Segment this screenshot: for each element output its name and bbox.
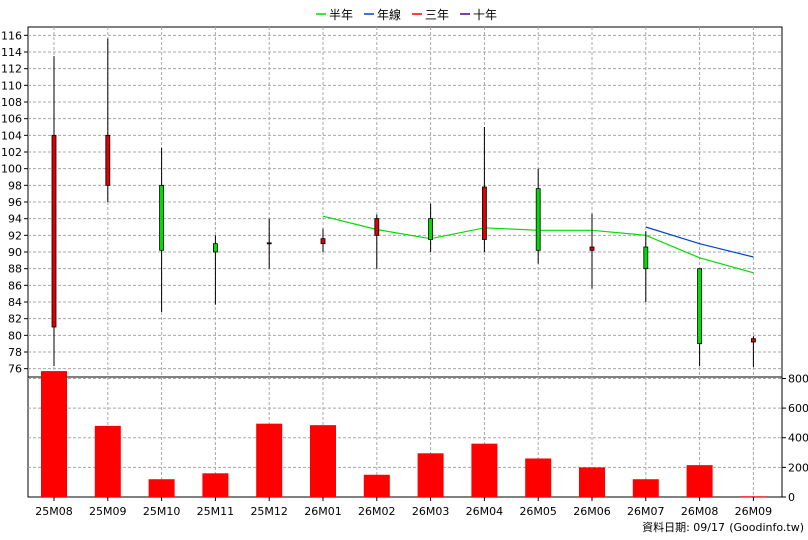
volume-panel-frame bbox=[27, 376, 783, 498]
volume-bar bbox=[525, 458, 552, 497]
x-tick-label: 25M08 bbox=[35, 505, 73, 518]
volume-tick-label: 0 bbox=[788, 491, 795, 504]
candle-body bbox=[589, 246, 595, 251]
x-tick-label: 26M03 bbox=[412, 505, 450, 518]
volume-bar bbox=[148, 479, 175, 497]
candle bbox=[374, 214, 380, 269]
volume-panel: 0 200 400 600 800 bbox=[27, 371, 808, 504]
price-tick-label: 98 bbox=[8, 179, 22, 192]
candle bbox=[266, 218, 272, 269]
price-tick-label: 108 bbox=[1, 96, 22, 109]
volume-bar bbox=[310, 425, 336, 497]
volume-bar bbox=[94, 425, 121, 497]
price-tick-label: 110 bbox=[1, 79, 22, 92]
x-tick-label: 26M09 bbox=[735, 505, 773, 518]
volume-bar bbox=[202, 473, 229, 497]
price-tick-label: 78 bbox=[8, 346, 22, 359]
volume-tick-label: 600 bbox=[788, 402, 808, 415]
candle bbox=[428, 203, 434, 252]
legend-label-3: 十年 bbox=[473, 8, 497, 22]
candle bbox=[320, 228, 326, 252]
price-tick-label: 106 bbox=[1, 113, 22, 126]
volume-bar bbox=[41, 371, 67, 497]
x-tick-label: 26M02 bbox=[358, 505, 396, 518]
price-tick-label: 96 bbox=[8, 196, 22, 209]
candle-body bbox=[428, 218, 434, 240]
price-tick-label: 116 bbox=[1, 29, 22, 42]
candle-body bbox=[374, 218, 380, 236]
price-tick-label: 82 bbox=[8, 313, 22, 326]
x-tick-label: 25M10 bbox=[143, 505, 181, 518]
candle-body bbox=[535, 188, 541, 251]
volume-bar bbox=[686, 465, 713, 497]
x-tick-label: 26M07 bbox=[627, 505, 665, 518]
price-tick-label: 76 bbox=[8, 363, 22, 376]
price-tick-label: 80 bbox=[8, 329, 22, 342]
price-tick-label: 94 bbox=[8, 213, 22, 226]
x-tick-label: 26M06 bbox=[573, 505, 611, 518]
x-tick-label: 25M09 bbox=[89, 505, 127, 518]
x-axis-labels: 25M08 25M09 25M10 25M11 25M12 26M01 26M02 26M03… bbox=[35, 497, 772, 518]
candle-body bbox=[159, 184, 165, 251]
candle bbox=[159, 147, 165, 312]
candle-body bbox=[51, 134, 57, 328]
price-tick-label: 102 bbox=[1, 146, 22, 159]
volume-bars bbox=[41, 371, 767, 498]
candle-body bbox=[212, 243, 218, 253]
ma-line-1 bbox=[645, 226, 754, 258]
candle-body bbox=[751, 338, 756, 343]
volume-bar bbox=[256, 423, 283, 497]
volume-bar bbox=[740, 496, 767, 498]
candle bbox=[212, 235, 218, 305]
x-tick-label: 26M01 bbox=[304, 505, 342, 518]
price-panel: 76 78 80 82 84 86 88 90 92 94 96 98 100 102 104 106 108 1… bbox=[1, 26, 783, 378]
price-tick-label: 88 bbox=[8, 263, 22, 276]
legend-label-0: 半年 bbox=[329, 8, 353, 22]
candle-body bbox=[320, 238, 326, 245]
candle-body bbox=[481, 186, 487, 240]
legend-label-1: 年線 bbox=[377, 7, 401, 22]
candle-body bbox=[697, 268, 702, 345]
price-tick-label: 100 bbox=[1, 163, 22, 176]
candle bbox=[643, 231, 649, 302]
volume-bar bbox=[363, 474, 390, 497]
price-tick-label: 104 bbox=[1, 129, 22, 142]
volume-tick-label: 400 bbox=[788, 432, 808, 445]
volume-bar bbox=[579, 467, 605, 497]
volume-bar bbox=[471, 443, 498, 497]
volume-tick-label: 800 bbox=[788, 372, 808, 385]
price-tick-label: 90 bbox=[8, 246, 22, 259]
candle bbox=[535, 168, 541, 264]
price-y-ticks: 76 78 80 82 84 86 88 90 92 94 96 98 100 102 104 106 108 1… bbox=[1, 29, 28, 376]
price-tick-label: 112 bbox=[1, 63, 22, 76]
candle bbox=[589, 213, 595, 289]
candle-body bbox=[643, 246, 649, 270]
volume-bar bbox=[417, 453, 444, 497]
candle-body bbox=[266, 242, 272, 245]
price-tick-label: 92 bbox=[8, 229, 22, 242]
x-tick-label: 26M04 bbox=[466, 505, 504, 518]
candle bbox=[481, 127, 487, 252]
candle-body bbox=[105, 134, 111, 186]
footer-date: 資料日期: 09/17 bbox=[642, 520, 725, 534]
x-tick-label: 26M05 bbox=[519, 505, 557, 518]
x-tick-label: 25M12 bbox=[250, 505, 288, 518]
candle bbox=[751, 336, 756, 367]
legend: 半年 年線 三年 十年 bbox=[316, 7, 497, 22]
legend-label-2: 三年 bbox=[425, 8, 449, 22]
x-tick-label: 26M08 bbox=[681, 505, 719, 518]
candles bbox=[51, 38, 756, 367]
x-tick-label: 25M11 bbox=[197, 505, 235, 518]
candle bbox=[697, 268, 702, 367]
price-tick-label: 86 bbox=[8, 279, 22, 292]
footer-source: (Goodinfo.tw) bbox=[729, 521, 804, 534]
candle bbox=[51, 56, 57, 367]
price-tick-label: 114 bbox=[1, 46, 22, 59]
volume-bar bbox=[632, 479, 659, 497]
candle bbox=[105, 38, 111, 202]
volume-y-ticks: 0 200 400 600 800 bbox=[782, 372, 808, 504]
volume-tick-label: 200 bbox=[788, 461, 808, 474]
price-tick-label: 84 bbox=[8, 296, 22, 309]
